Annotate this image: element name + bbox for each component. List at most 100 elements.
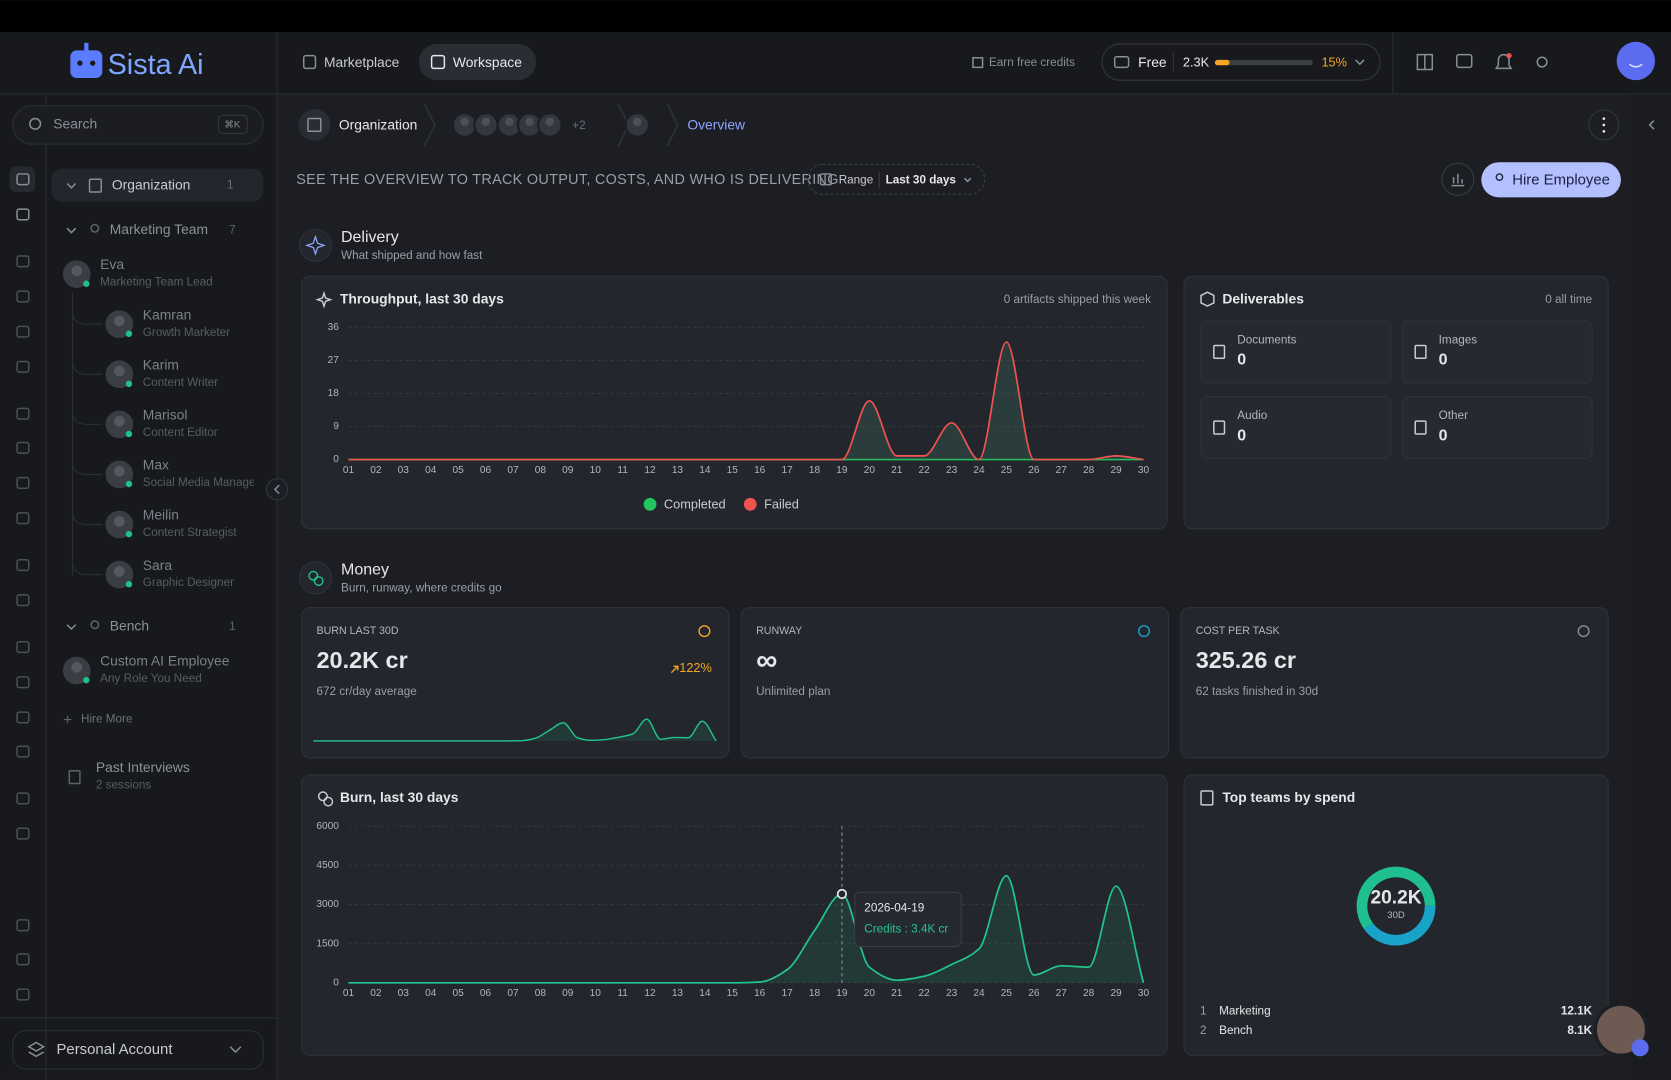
tree-label[interactable]: Bench <box>110 618 149 634</box>
card-title: Burn, last 30 days <box>340 789 459 805</box>
rail-icon[interactable] <box>16 919 30 932</box>
avatar-head <box>114 415 125 427</box>
x-tick-label: 28 <box>1083 988 1095 999</box>
range-label: Range <box>839 173 874 186</box>
tooltip-date: 2026-04-19 <box>864 901 924 914</box>
rail-icon[interactable] <box>16 827 30 840</box>
rail-icon[interactable] <box>16 745 30 758</box>
tile-label: Other <box>1439 409 1468 422</box>
y-tick-label: 9 <box>333 421 339 432</box>
bell-icon[interactable] <box>1494 53 1513 70</box>
rail-icon[interactable] <box>16 208 30 221</box>
theme-icon[interactable] <box>1536 56 1548 68</box>
rail-icon[interactable] <box>16 641 30 654</box>
layers-icon <box>27 1041 46 1058</box>
x-tick-label: 03 <box>398 465 410 476</box>
earn-credits[interactable]: Earn free credits <box>989 56 1075 69</box>
rail-icon[interactable] <box>16 173 30 186</box>
x-tick-label: 20 <box>864 988 876 999</box>
card-icon <box>1113 55 1130 69</box>
chevron[interactable] <box>1648 120 1655 130</box>
logo[interactable]: Sista Ai <box>70 42 204 81</box>
rail-icon[interactable] <box>16 441 30 454</box>
card <box>301 275 1168 530</box>
member-role: Content Strategist <box>143 526 238 539</box>
y-tick-label: 1500 <box>316 938 339 949</box>
support-badge <box>1631 1039 1649 1057</box>
x-tick-label: 13 <box>672 465 684 476</box>
nav-icon <box>302 54 317 70</box>
nav-item[interactable]: Marketplace <box>324 54 400 70</box>
rail-icon[interactable] <box>16 792 30 805</box>
member-name[interactable]: Meilin <box>143 507 179 523</box>
rail-icon[interactable] <box>16 594 30 607</box>
tree-label[interactable]: Organization <box>112 176 191 192</box>
y-tick-label: 18 <box>328 388 340 399</box>
rail-icon[interactable] <box>16 290 30 303</box>
nav-active <box>418 43 537 81</box>
logo-icon <box>84 42 89 52</box>
status-dot <box>83 280 90 287</box>
plan-pill[interactable] <box>1101 43 1381 81</box>
card-detail: 672 cr/day average <box>317 685 417 698</box>
chart-button[interactable] <box>1441 162 1475 196</box>
chat-icon[interactable] <box>1456 53 1473 69</box>
x-tick-label: 07 <box>507 988 519 999</box>
rail-icon[interactable] <box>16 676 30 689</box>
chevron <box>229 1046 242 1054</box>
tree-branch <box>71 411 103 425</box>
menu-button[interactable] <box>1588 109 1620 141</box>
hire-icon <box>1495 173 1504 182</box>
avatar-head <box>525 117 534 126</box>
member-name[interactable]: Marisol <box>143 407 188 423</box>
docs-icon[interactable] <box>1416 53 1434 71</box>
x-tick-label: 19 <box>836 988 848 999</box>
more-count: +2 <box>572 119 585 132</box>
hire-more[interactable]: Hire More <box>81 713 132 726</box>
card-icon <box>317 791 328 802</box>
x-tick-label: 06 <box>480 988 492 999</box>
rail-icon[interactable] <box>16 325 30 338</box>
rail-icon[interactable] <box>16 360 30 373</box>
search-box[interactable] <box>12 105 264 145</box>
card-value: ∞ <box>756 644 777 677</box>
rail-icon[interactable] <box>16 558 30 572</box>
rail-icon[interactable] <box>16 407 30 420</box>
avatar[interactable] <box>1616 41 1656 81</box>
collapse-button[interactable] <box>265 478 289 501</box>
rail-icon[interactable] <box>16 476 30 490</box>
past-interviews[interactable]: Past Interviews <box>96 759 190 775</box>
member-name[interactable]: Karim <box>143 356 179 372</box>
rail-icon[interactable] <box>16 512 30 525</box>
search-icon <box>29 117 42 130</box>
hire-button[interactable] <box>1481 162 1621 198</box>
rail-icon[interactable] <box>16 255 30 268</box>
y-tick-label: 27 <box>328 355 340 366</box>
rail-icon[interactable] <box>16 711 30 724</box>
member-name[interactable]: Kamran <box>143 306 191 322</box>
coins-icon <box>308 570 319 581</box>
member-name[interactable]: Eva <box>100 256 124 272</box>
x-tick-label: 02 <box>370 988 382 999</box>
x-tick-label: 30 <box>1138 988 1150 999</box>
chevron[interactable] <box>66 227 77 234</box>
x-tick-label: 02 <box>370 465 382 476</box>
nav-item[interactable]: Workspace <box>453 54 522 70</box>
line <box>348 341 1144 461</box>
team-name: Marketing <box>1219 1005 1270 1018</box>
chevron[interactable] <box>66 624 77 631</box>
breadcrumb-root[interactable]: Organization <box>339 117 418 133</box>
range-pill[interactable] <box>807 163 986 195</box>
area <box>348 875 1144 983</box>
x-tick-label: 10 <box>590 465 602 476</box>
tree-label[interactable]: Marketing Team <box>110 221 208 237</box>
rail-icon[interactable] <box>16 988 30 1001</box>
member-name[interactable]: Custom AI Employee <box>100 653 230 669</box>
rail-icon[interactable] <box>16 953 30 966</box>
member-name[interactable]: Max <box>143 457 169 473</box>
breadcrumb-current[interactable]: Overview <box>687 117 746 133</box>
account-box[interactable] <box>12 1030 264 1070</box>
member-name[interactable]: Sara <box>143 557 173 573</box>
chevron[interactable] <box>66 182 77 189</box>
